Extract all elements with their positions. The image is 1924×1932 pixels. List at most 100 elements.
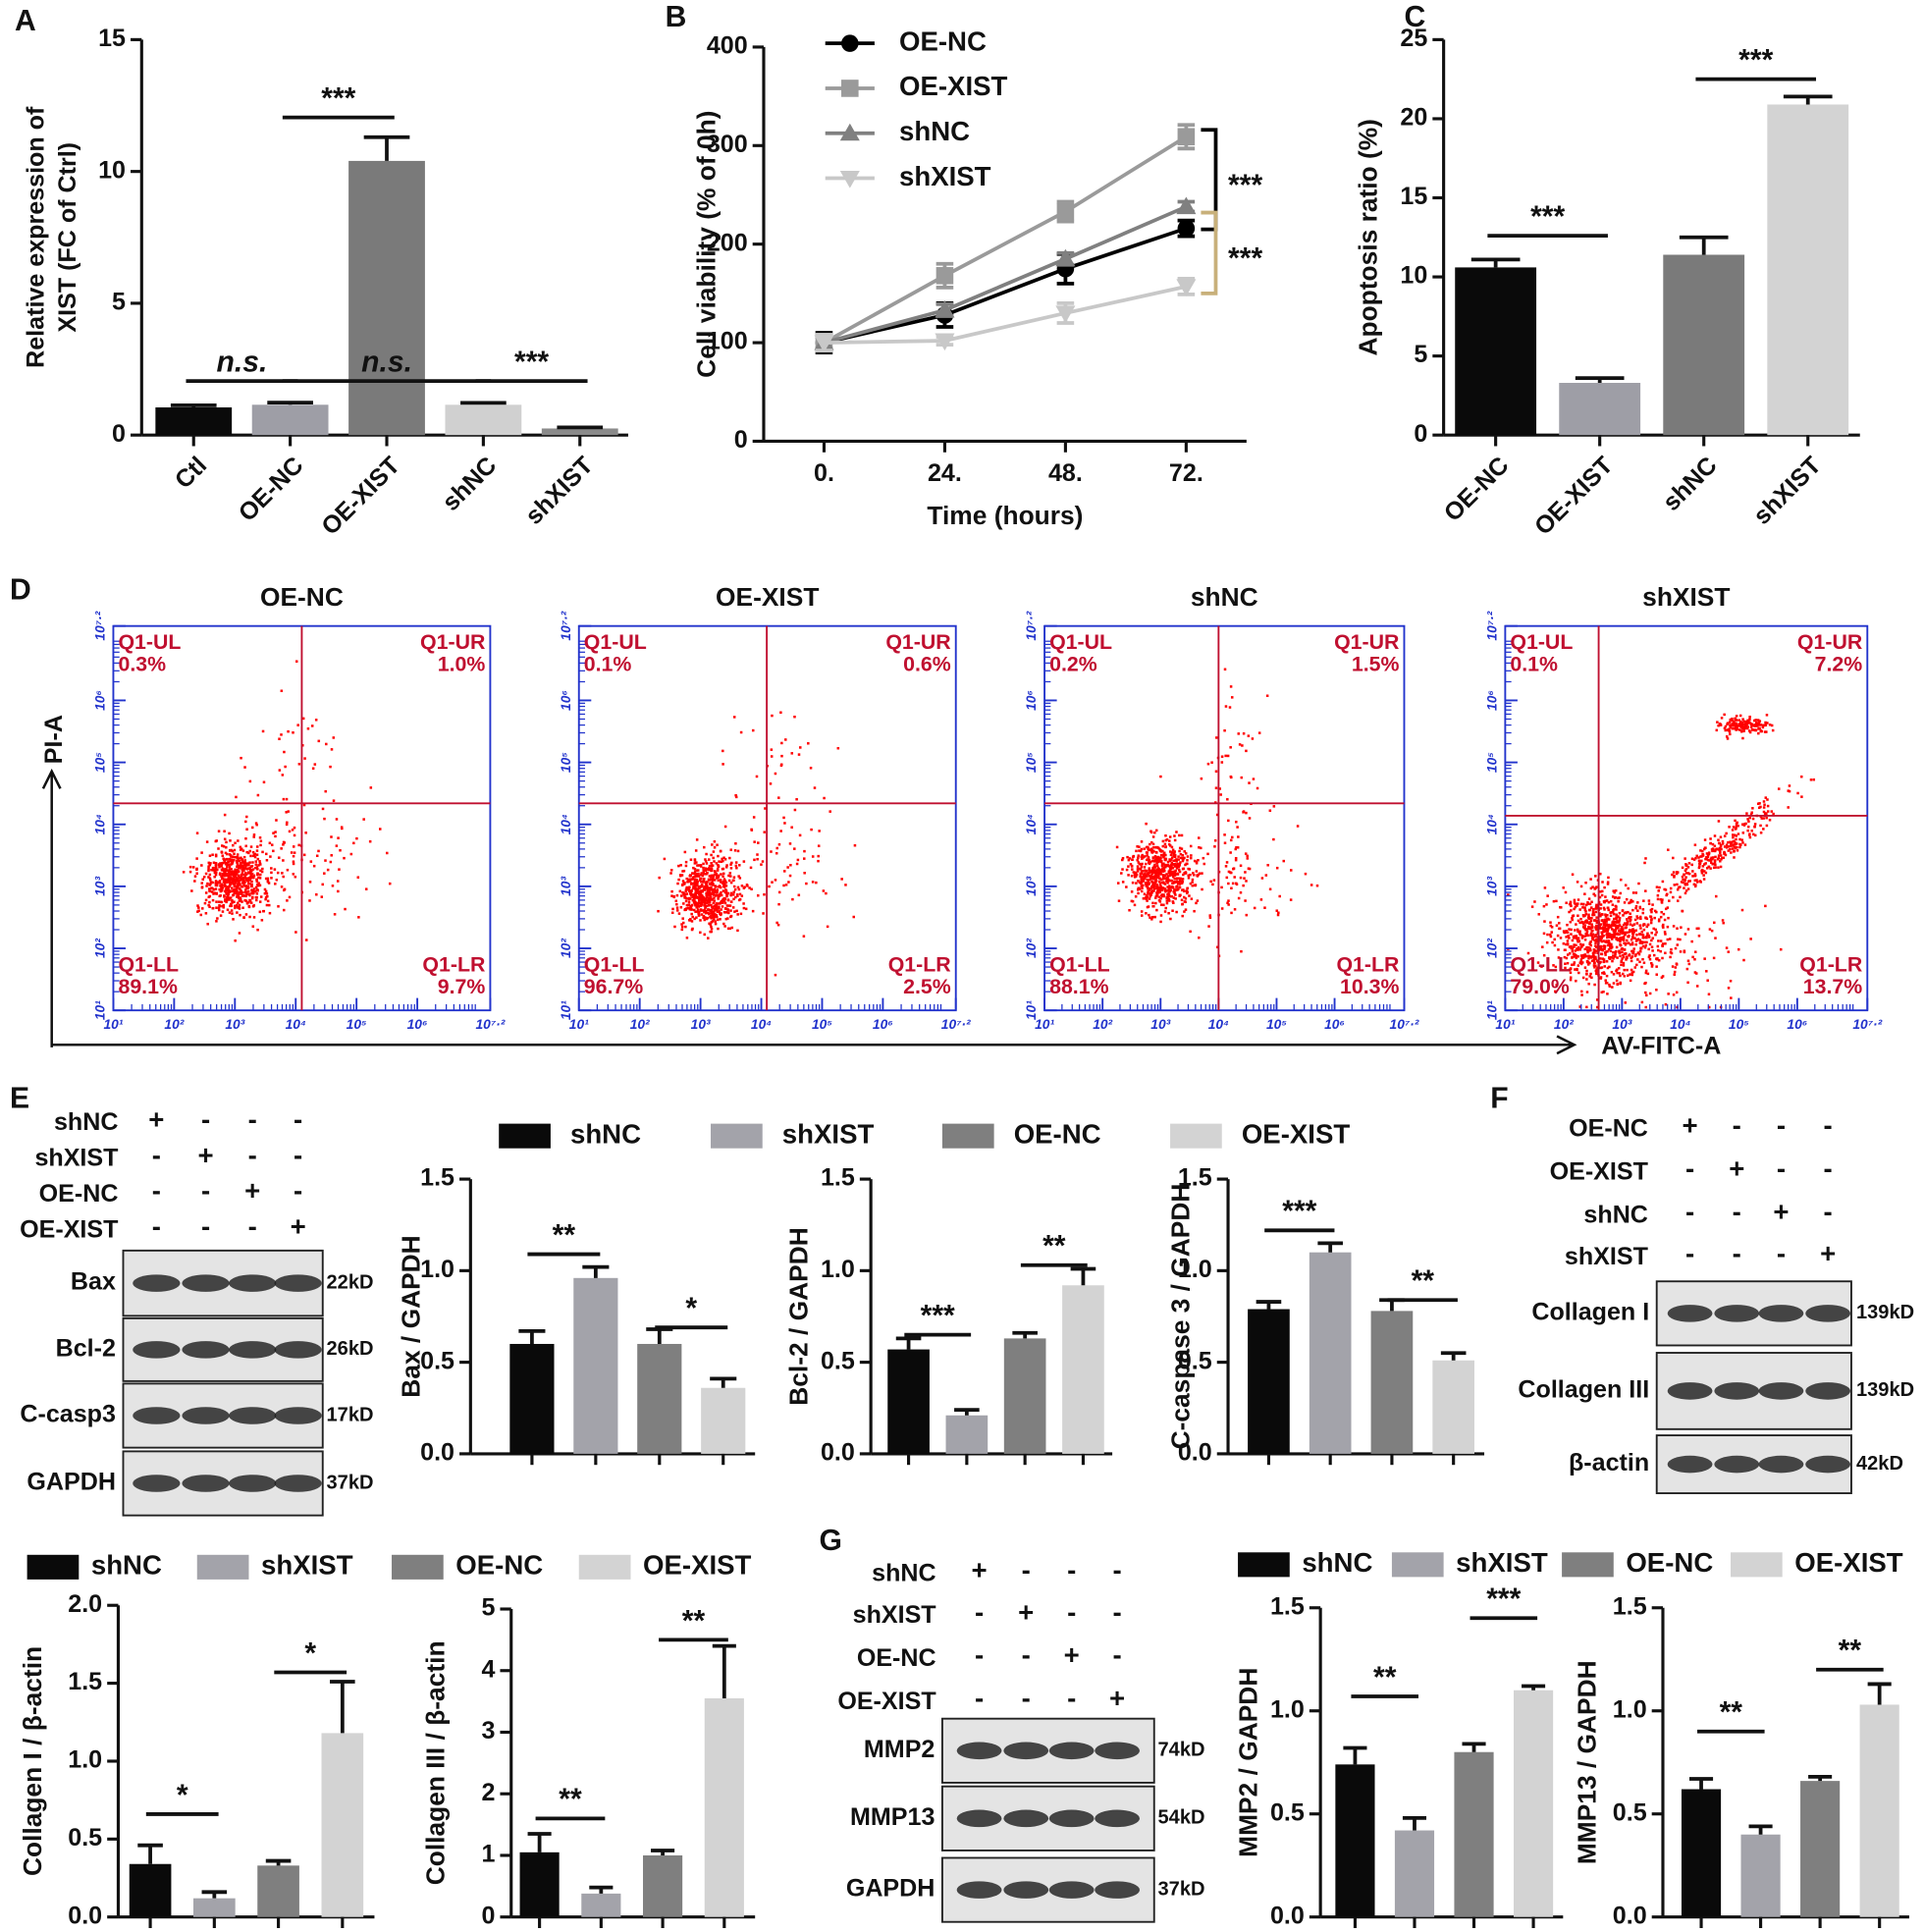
event-dot	[281, 689, 284, 692]
event-dot	[1613, 973, 1616, 976]
event-dot	[1711, 930, 1714, 933]
event-dot	[1642, 935, 1645, 938]
event-dot	[256, 849, 259, 852]
event-dot	[789, 875, 792, 878]
event-dot	[730, 867, 733, 870]
event-dot	[1636, 922, 1639, 925]
event-dot	[1657, 949, 1660, 952]
event-dot	[1224, 755, 1227, 758]
event-dot	[1617, 900, 1620, 903]
event-dot	[1650, 939, 1653, 942]
event-dot	[1565, 891, 1568, 894]
event-dot	[218, 909, 221, 912]
event-dot	[1223, 833, 1226, 836]
event-dot	[673, 896, 676, 899]
event-dot	[228, 832, 231, 835]
event-dot	[1735, 834, 1737, 837]
event-dot	[715, 904, 718, 907]
event-dot	[1138, 861, 1141, 864]
event-dot	[1620, 892, 1623, 895]
quadrant-percent: 1.5%	[1352, 652, 1400, 675]
y-tick-label: 3	[481, 1717, 495, 1744]
event-dot	[697, 905, 700, 908]
event-dot	[1575, 949, 1577, 952]
event-dot	[268, 904, 271, 907]
event-dot	[1269, 887, 1272, 890]
event-dot	[1673, 993, 1676, 996]
condition-sign: -	[1685, 1197, 1694, 1227]
event-dot	[1612, 909, 1615, 912]
event-dot	[249, 780, 252, 783]
significance-label: ***	[1282, 1196, 1316, 1228]
event-dot	[775, 852, 778, 855]
x-tick-label: 10⁶	[873, 1017, 893, 1032]
y-tick-label: 10²	[93, 939, 108, 958]
event-dot	[1644, 992, 1647, 994]
event-dot	[1631, 924, 1634, 927]
event-dot	[1595, 904, 1598, 907]
event-dot	[1769, 819, 1772, 822]
event-dot	[1616, 920, 1619, 923]
event-dot	[1629, 916, 1631, 919]
event-dot	[1728, 987, 1731, 990]
event-dot	[1694, 950, 1697, 953]
band-size: 22kD	[327, 1271, 374, 1293]
event-dot	[1663, 913, 1666, 916]
event-dot	[1667, 993, 1670, 995]
event-dot	[287, 730, 290, 733]
event-dot	[1176, 873, 1179, 876]
event-dot	[1665, 1003, 1668, 1006]
condition-sign: -	[1777, 1238, 1786, 1268]
event-dot	[1693, 858, 1696, 861]
event-dot	[244, 845, 247, 848]
event-dot	[1603, 944, 1606, 947]
event-dot	[1771, 810, 1774, 813]
event-dot	[1628, 936, 1630, 939]
event-dot	[242, 849, 245, 852]
event-dot	[1189, 931, 1192, 934]
event-dot	[283, 889, 286, 892]
event-dot	[229, 853, 232, 856]
event-dot	[1163, 895, 1166, 898]
event-dot	[1706, 852, 1709, 855]
event-dot	[723, 897, 726, 900]
event-dot	[1215, 786, 1218, 789]
marker	[1057, 203, 1075, 221]
event-dot	[1167, 912, 1170, 915]
event-dot	[197, 906, 200, 909]
event-dot	[330, 835, 333, 838]
event-dot	[680, 894, 683, 897]
event-dot	[309, 881, 312, 884]
event-dot	[339, 849, 342, 852]
event-dot	[1209, 916, 1212, 919]
event-dot	[1704, 862, 1707, 865]
event-dot	[733, 910, 736, 913]
event-dot	[1253, 778, 1256, 780]
event-dot	[237, 853, 240, 856]
event-dot	[1235, 848, 1238, 851]
event-dot	[270, 872, 273, 875]
event-dot	[1198, 937, 1201, 939]
event-dot	[1748, 729, 1751, 732]
event-dot	[1221, 755, 1224, 758]
y-tick-label: 10²	[1484, 939, 1499, 958]
band-size: 17kD	[327, 1404, 374, 1425]
event-dot	[244, 895, 247, 898]
event-dot	[1241, 744, 1244, 747]
quadrant-percent: 88.1%	[1049, 975, 1109, 998]
event-dot	[1624, 975, 1627, 978]
event-dot	[1675, 947, 1678, 950]
event-dot	[720, 881, 722, 884]
event-dot	[752, 910, 755, 913]
event-dot	[237, 892, 240, 895]
event-dot	[770, 850, 773, 853]
event-dot	[256, 929, 259, 932]
event-dot	[1714, 861, 1717, 864]
event-dot	[1725, 832, 1728, 835]
event-dot	[840, 878, 843, 881]
event-dot	[1169, 835, 1172, 838]
event-dot	[293, 863, 295, 866]
event-dot	[1619, 912, 1622, 915]
event-dot	[277, 905, 280, 908]
x-tick-label: 10³	[691, 1017, 711, 1032]
